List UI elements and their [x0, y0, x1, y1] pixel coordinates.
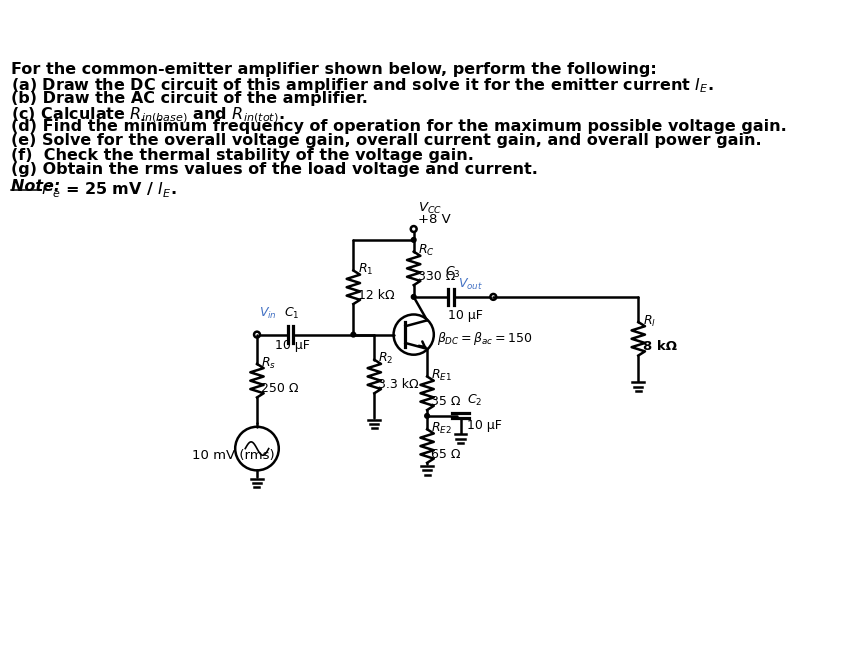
Circle shape: [351, 332, 356, 337]
Text: 8 kΩ: 8 kΩ: [643, 340, 677, 354]
Circle shape: [491, 294, 497, 300]
Text: Note:: Note:: [12, 179, 67, 194]
Text: $V_{CC}$: $V_{CC}$: [418, 200, 442, 215]
Circle shape: [411, 237, 416, 242]
Text: 12 kΩ: 12 kΩ: [357, 289, 395, 302]
Text: $R_1$: $R_1$: [357, 262, 373, 277]
Text: $C_2$: $C_2$: [467, 392, 483, 408]
Circle shape: [411, 226, 416, 232]
Text: (f)  Check the thermal stability of the voltage gain.: (f) Check the thermal stability of the v…: [12, 148, 475, 163]
Text: 65 Ω: 65 Ω: [432, 448, 461, 461]
Text: (g) Obtain the rms values of the load voltage and current.: (g) Obtain the rms values of the load vo…: [12, 162, 539, 177]
Text: $V_{in}$: $V_{in}$: [259, 306, 277, 321]
Text: 250 Ω: 250 Ω: [261, 382, 298, 396]
Text: $R_{E1}$: $R_{E1}$: [432, 368, 452, 383]
Text: For the common-emitter amplifier shown below, perform the following:: For the common-emitter amplifier shown b…: [12, 63, 658, 77]
Circle shape: [425, 414, 429, 418]
Text: +8 V: +8 V: [418, 213, 451, 225]
Text: $C_1$: $C_1$: [284, 306, 299, 321]
Text: $R_{E2}$: $R_{E2}$: [432, 421, 452, 436]
Text: 10 mV (rms): 10 mV (rms): [191, 449, 274, 462]
Circle shape: [254, 332, 260, 338]
Circle shape: [411, 295, 416, 299]
Text: 10 μF: 10 μF: [276, 338, 310, 352]
Text: $R_2$: $R_2$: [379, 351, 394, 366]
Text: $\beta_{DC} = \beta_{ac} = 150$: $\beta_{DC} = \beta_{ac} = 150$: [438, 331, 533, 347]
Text: (d) Find the minimum frequency of operation for the maximum possible voltage gai: (d) Find the minimum frequency of operat…: [12, 119, 787, 134]
Text: $R_C$: $R_C$: [418, 243, 435, 258]
Text: $R_s$: $R_s$: [261, 356, 277, 370]
Text: 3.3 kΩ: 3.3 kΩ: [379, 378, 419, 391]
Text: $V_{out}$: $V_{out}$: [458, 277, 483, 292]
Text: $R_l$: $R_l$: [643, 314, 657, 329]
Text: (a) Draw the DC circuit of this amplifier and solve it for the emitter current $: (a) Draw the DC circuit of this amplifie…: [12, 76, 714, 96]
Text: 35 Ω: 35 Ω: [432, 395, 461, 408]
Text: (c) Calculate $R_{in(base)}$ and $R_{in(tot)}$.: (c) Calculate $R_{in(base)}$ and $R_{in(…: [12, 105, 285, 124]
Text: $C_3$: $C_3$: [445, 265, 460, 280]
Text: 10 μF: 10 μF: [448, 309, 483, 322]
Text: $r'_e$ = 25 mV / $I_E$.: $r'_e$ = 25 mV / $I_E$.: [40, 179, 176, 199]
Text: 10 μF: 10 μF: [467, 419, 502, 432]
Text: (b) Draw the AC circuit of the amplifier.: (b) Draw the AC circuit of the amplifier…: [12, 90, 368, 106]
Text: 330 Ω: 330 Ω: [418, 270, 455, 283]
Text: (e) Solve for the overall voltage gain, overall current gain, and overall power : (e) Solve for the overall voltage gain, …: [12, 134, 762, 148]
